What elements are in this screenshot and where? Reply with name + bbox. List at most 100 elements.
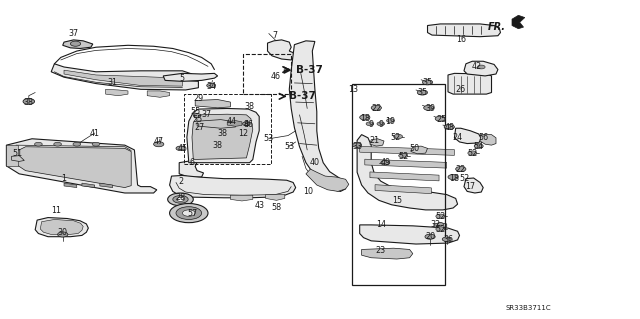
Text: 30: 30 (58, 228, 68, 237)
Circle shape (23, 99, 35, 104)
Circle shape (177, 197, 184, 201)
Text: 14: 14 (376, 220, 386, 229)
Text: FR.: FR. (488, 22, 506, 32)
Polygon shape (6, 139, 157, 193)
Text: 52: 52 (459, 174, 469, 183)
Polygon shape (360, 225, 460, 244)
Polygon shape (147, 91, 170, 97)
Text: 13: 13 (348, 85, 358, 94)
Circle shape (448, 174, 458, 180)
Text: 12: 12 (238, 130, 248, 138)
Text: 52: 52 (435, 212, 445, 221)
Text: 11: 11 (51, 206, 61, 215)
Circle shape (371, 105, 381, 110)
Circle shape (73, 142, 81, 146)
Text: 18: 18 (449, 174, 460, 183)
Text: 5: 5 (180, 74, 185, 83)
Polygon shape (411, 146, 428, 154)
Circle shape (477, 65, 485, 69)
Text: 52: 52 (435, 225, 445, 234)
Text: 6: 6 (189, 158, 195, 167)
Text: 27: 27 (195, 123, 205, 132)
Polygon shape (375, 185, 431, 194)
Polygon shape (40, 219, 83, 234)
Polygon shape (82, 183, 95, 188)
Circle shape (193, 114, 201, 117)
Text: 34: 34 (206, 82, 216, 91)
Text: 54: 54 (474, 142, 484, 151)
Polygon shape (266, 195, 285, 200)
Circle shape (436, 214, 445, 219)
Text: 38: 38 (218, 130, 228, 138)
Circle shape (35, 142, 42, 146)
Text: 22: 22 (371, 104, 381, 113)
Polygon shape (464, 178, 483, 193)
Text: 46: 46 (243, 120, 253, 129)
Text: 33: 33 (352, 142, 362, 151)
Text: B-37: B-37 (296, 65, 323, 75)
Circle shape (360, 115, 370, 120)
Polygon shape (64, 70, 182, 86)
Text: 49: 49 (381, 158, 391, 167)
Text: B-37: B-37 (289, 91, 316, 101)
Polygon shape (163, 73, 218, 81)
Text: 24: 24 (452, 133, 463, 142)
Text: 53: 53 (284, 142, 294, 151)
Circle shape (417, 90, 428, 95)
Circle shape (444, 124, 454, 130)
Text: 52: 52 (390, 133, 401, 142)
Polygon shape (6, 145, 18, 166)
Circle shape (394, 134, 403, 139)
Text: 50: 50 (410, 144, 420, 153)
Text: 52: 52 (467, 149, 477, 158)
Circle shape (442, 237, 451, 241)
Text: 37: 37 (68, 29, 79, 38)
Text: 57: 57 (187, 209, 197, 218)
Text: 8: 8 (244, 120, 249, 129)
Circle shape (154, 142, 164, 147)
Text: 7: 7 (273, 31, 278, 40)
Polygon shape (64, 183, 77, 188)
Circle shape (353, 143, 362, 147)
Circle shape (468, 151, 477, 155)
Circle shape (92, 142, 100, 146)
Polygon shape (100, 183, 113, 188)
Text: 36: 36 (443, 235, 453, 244)
Polygon shape (51, 64, 198, 90)
Polygon shape (230, 195, 253, 201)
Text: 35: 35 (417, 88, 428, 97)
Text: 42: 42 (472, 63, 482, 71)
Polygon shape (434, 223, 447, 228)
Circle shape (377, 122, 385, 126)
Circle shape (436, 227, 445, 231)
Circle shape (173, 196, 188, 203)
Text: 9: 9 (379, 120, 384, 129)
Polygon shape (63, 40, 93, 48)
Polygon shape (428, 24, 500, 37)
Text: 53: 53 (264, 134, 274, 143)
Text: 40: 40 (310, 158, 320, 167)
Text: 39: 39 (425, 104, 435, 113)
Text: 31: 31 (107, 78, 117, 87)
Polygon shape (12, 156, 24, 161)
Polygon shape (306, 169, 349, 191)
Polygon shape (480, 135, 496, 145)
Circle shape (176, 207, 202, 219)
Text: 58: 58 (271, 203, 282, 212)
Text: 19: 19 (385, 117, 396, 126)
Circle shape (474, 144, 483, 148)
Circle shape (58, 232, 68, 237)
Text: 9: 9 (369, 120, 374, 129)
Text: 52: 52 (398, 152, 408, 161)
Polygon shape (170, 175, 296, 198)
Polygon shape (192, 114, 253, 160)
Text: 38: 38 (244, 102, 255, 111)
Text: 29: 29 (193, 94, 204, 103)
Circle shape (437, 223, 444, 226)
Text: 21: 21 (369, 136, 380, 145)
Circle shape (168, 193, 193, 206)
Text: 23: 23 (376, 246, 386, 255)
Text: 2: 2 (178, 177, 183, 186)
Text: 38: 38 (212, 141, 223, 150)
Polygon shape (195, 100, 230, 108)
